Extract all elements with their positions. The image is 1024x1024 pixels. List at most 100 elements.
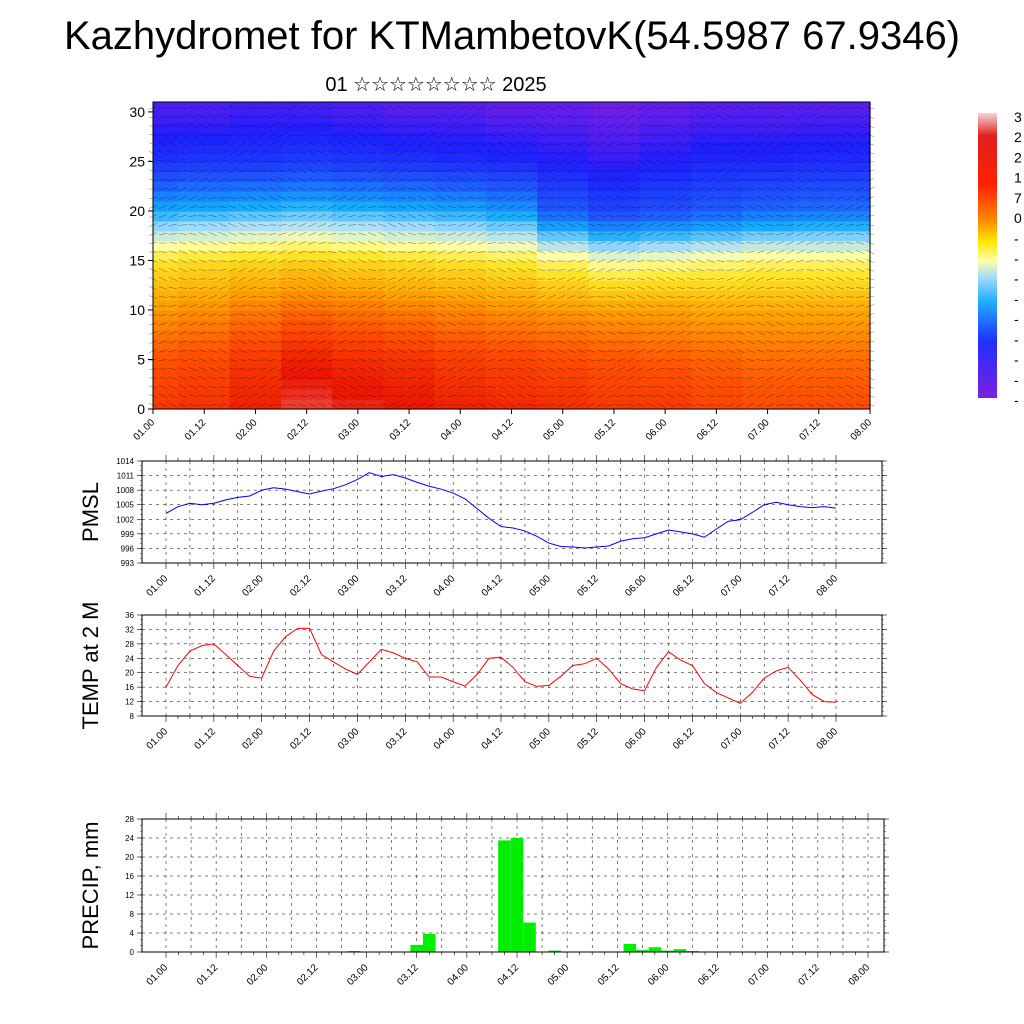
wind-barb (547, 286, 556, 290)
heatmap-cell (434, 141, 487, 153)
heatmap-cell (153, 359, 180, 370)
wind-barb (557, 124, 566, 128)
wind-barb (477, 304, 486, 308)
wind-barb (537, 358, 546, 362)
wind-barb (607, 295, 616, 299)
wind-barb (178, 321, 187, 327)
heatmap-cell (383, 329, 436, 341)
wind-barb (656, 133, 665, 137)
wind-barb (318, 394, 327, 398)
wind-barb (497, 295, 506, 299)
wind-barb (497, 286, 506, 290)
wind-barb (208, 160, 217, 164)
wind-barb (477, 314, 486, 316)
wind-barb (178, 170, 187, 172)
heatmap-cell (383, 111, 436, 123)
wind-barb (318, 151, 327, 155)
wind-barb (328, 125, 337, 127)
wind-barb (387, 187, 397, 191)
wind-barb (726, 332, 735, 334)
x-tick-label: 02.12 (288, 726, 314, 752)
wind-barb (686, 258, 695, 264)
wind-barb (736, 134, 745, 136)
wind-barb (666, 214, 675, 218)
wind-barb (358, 186, 367, 192)
heatmap-cell (229, 309, 282, 321)
wind-barb (377, 124, 387, 128)
wind-barb (666, 385, 675, 389)
wind-barb (208, 232, 217, 236)
wind-barb (318, 322, 327, 326)
heatmap-cell (485, 399, 538, 410)
wind-barb (188, 268, 197, 272)
wind-barb (776, 358, 785, 362)
wind-barb (826, 349, 835, 353)
wind-barb (587, 286, 596, 290)
wind-barb (248, 305, 257, 307)
colorbar-label: - (1014, 251, 1019, 267)
wind-barb (308, 403, 317, 407)
heatmap-cell (844, 161, 871, 172)
wind-barb (497, 142, 506, 146)
heatmap-cell (281, 181, 333, 192)
wind-barb (856, 350, 865, 352)
wind-barb (636, 206, 645, 208)
wind-barb (238, 125, 247, 127)
wind-barb (298, 349, 307, 353)
wind-barb (746, 276, 755, 282)
heatmap-cell (588, 220, 641, 232)
wind-barb (228, 304, 237, 308)
wind-barb (606, 250, 616, 254)
wind-barb (258, 384, 267, 390)
wind-barb (417, 170, 426, 172)
wind-barb (407, 305, 416, 307)
x-tick-label: 01.12 (193, 573, 219, 599)
y-axis-label: TEMP at 2 M (78, 602, 103, 730)
wind-barb (746, 402, 755, 408)
wind-barb (348, 214, 357, 218)
wind-barb (228, 367, 237, 371)
wind-barb (208, 115, 217, 119)
wind-barb (796, 169, 805, 173)
wind-barb (268, 385, 277, 389)
wind-barb (517, 151, 526, 155)
wind-barb (537, 160, 546, 164)
wind-barb (298, 151, 307, 155)
wind-barb (616, 205, 626, 209)
wind-barb (517, 384, 526, 390)
wind-barb (328, 358, 337, 362)
wind-barb (716, 340, 725, 344)
wind-barb (417, 393, 426, 399)
wind-barb (547, 313, 556, 317)
wind-barb (826, 150, 835, 156)
wind-barb (776, 115, 785, 119)
heatmap-cell (434, 339, 487, 351)
wind-barb (457, 169, 466, 173)
heatmap-cell (485, 131, 538, 143)
wind-barb (457, 322, 466, 326)
wind-barb (228, 188, 237, 190)
wind-barb (168, 151, 178, 155)
wind-barb (467, 313, 476, 317)
wind-barb (816, 367, 825, 371)
x-tick-label: 06.12 (671, 726, 697, 752)
x-tick-label: 04.12 (480, 726, 506, 752)
wind-barb (447, 367, 456, 371)
wind-barb (726, 269, 735, 271)
wind-barb (348, 132, 357, 138)
wind-barb (527, 161, 536, 163)
wind-barb (377, 367, 387, 371)
heatmap-cell (153, 280, 180, 291)
wind-barb (646, 169, 656, 173)
heatmap-cell (332, 260, 385, 271)
wind-barb (348, 350, 357, 352)
wind-barb (766, 132, 775, 138)
wind-barb (397, 205, 407, 209)
wind-barb (308, 251, 317, 253)
wind-barb (736, 403, 745, 407)
wind-barb (567, 304, 576, 308)
wind-barb (816, 214, 825, 218)
wind-barb (606, 142, 616, 146)
wind-barb (616, 133, 626, 137)
wind-barb (288, 232, 297, 236)
